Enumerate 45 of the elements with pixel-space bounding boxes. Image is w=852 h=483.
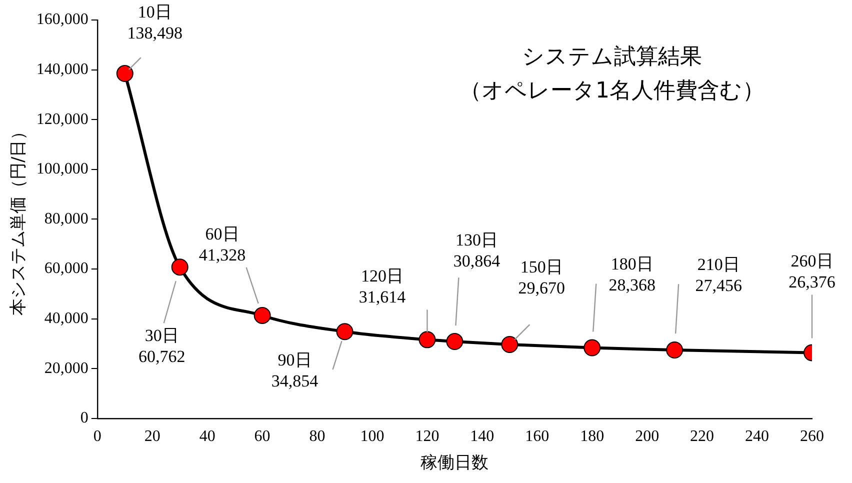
point <box>501 336 518 354</box>
y-tick-label: 40,000 <box>44 310 88 328</box>
point <box>336 323 354 340</box>
data-label: 30日 60,762 <box>138 326 186 366</box>
x-tick-label: 260 <box>800 428 824 446</box>
y-tick-label: 20,000 <box>44 360 88 377</box>
x-tick-label: 200 <box>635 428 660 446</box>
data-label: 120日 31,614 <box>358 266 406 307</box>
y-axis-title: 本システム単価（円/日） <box>8 122 29 316</box>
data-label: 150日 29,670 <box>518 257 566 298</box>
y-tick-label: 0 <box>80 410 88 427</box>
x-tick-label: 140 <box>470 428 494 446</box>
data-label: 210日 27,456 <box>695 255 742 296</box>
y-tick-label: 140,000 <box>36 61 88 78</box>
data-label: 260日 26,376 <box>788 252 836 292</box>
point <box>418 331 436 348</box>
point <box>171 258 188 276</box>
y-tick-label: 100,000 <box>36 160 88 178</box>
x-tick-label: 60 <box>254 428 270 446</box>
x-tick-label: 240 <box>745 428 770 446</box>
x-tick-label: 160 <box>525 428 550 446</box>
data-label: 10日 138,498 <box>127 2 183 43</box>
point <box>584 339 601 356</box>
x-tick-label: 100 <box>360 428 384 446</box>
point <box>254 306 271 324</box>
data-label: 130日 30,864 <box>453 230 501 271</box>
point <box>446 333 464 350</box>
data-label: 180日 28,368 <box>608 254 656 295</box>
y-tick-label: 120,000 <box>36 110 88 128</box>
x-tick-label: 0 <box>93 428 102 446</box>
y-tick-label: 80,000 <box>44 210 88 228</box>
x-tick-label: 80 <box>309 428 326 446</box>
point <box>116 65 134 82</box>
text: システム試算結果（オペレータ1名人件費含む） <box>460 44 764 104</box>
x-tick-label: 20 <box>144 428 160 446</box>
y-tick-label: 160,000 <box>36 11 88 28</box>
x-tick-label: 220 <box>690 428 714 446</box>
x-tick-label: 40 <box>199 428 216 446</box>
data-label: 60日 41,328 <box>198 224 246 264</box>
x-tick-label: 180 <box>580 428 604 446</box>
y-tick-label: 60,000 <box>44 260 88 278</box>
x-tick-label: 120 <box>415 428 440 446</box>
point <box>666 342 684 359</box>
x-axis-title: 稼働日数 <box>420 453 489 474</box>
data-label: 90日 34,854 <box>271 350 319 391</box>
